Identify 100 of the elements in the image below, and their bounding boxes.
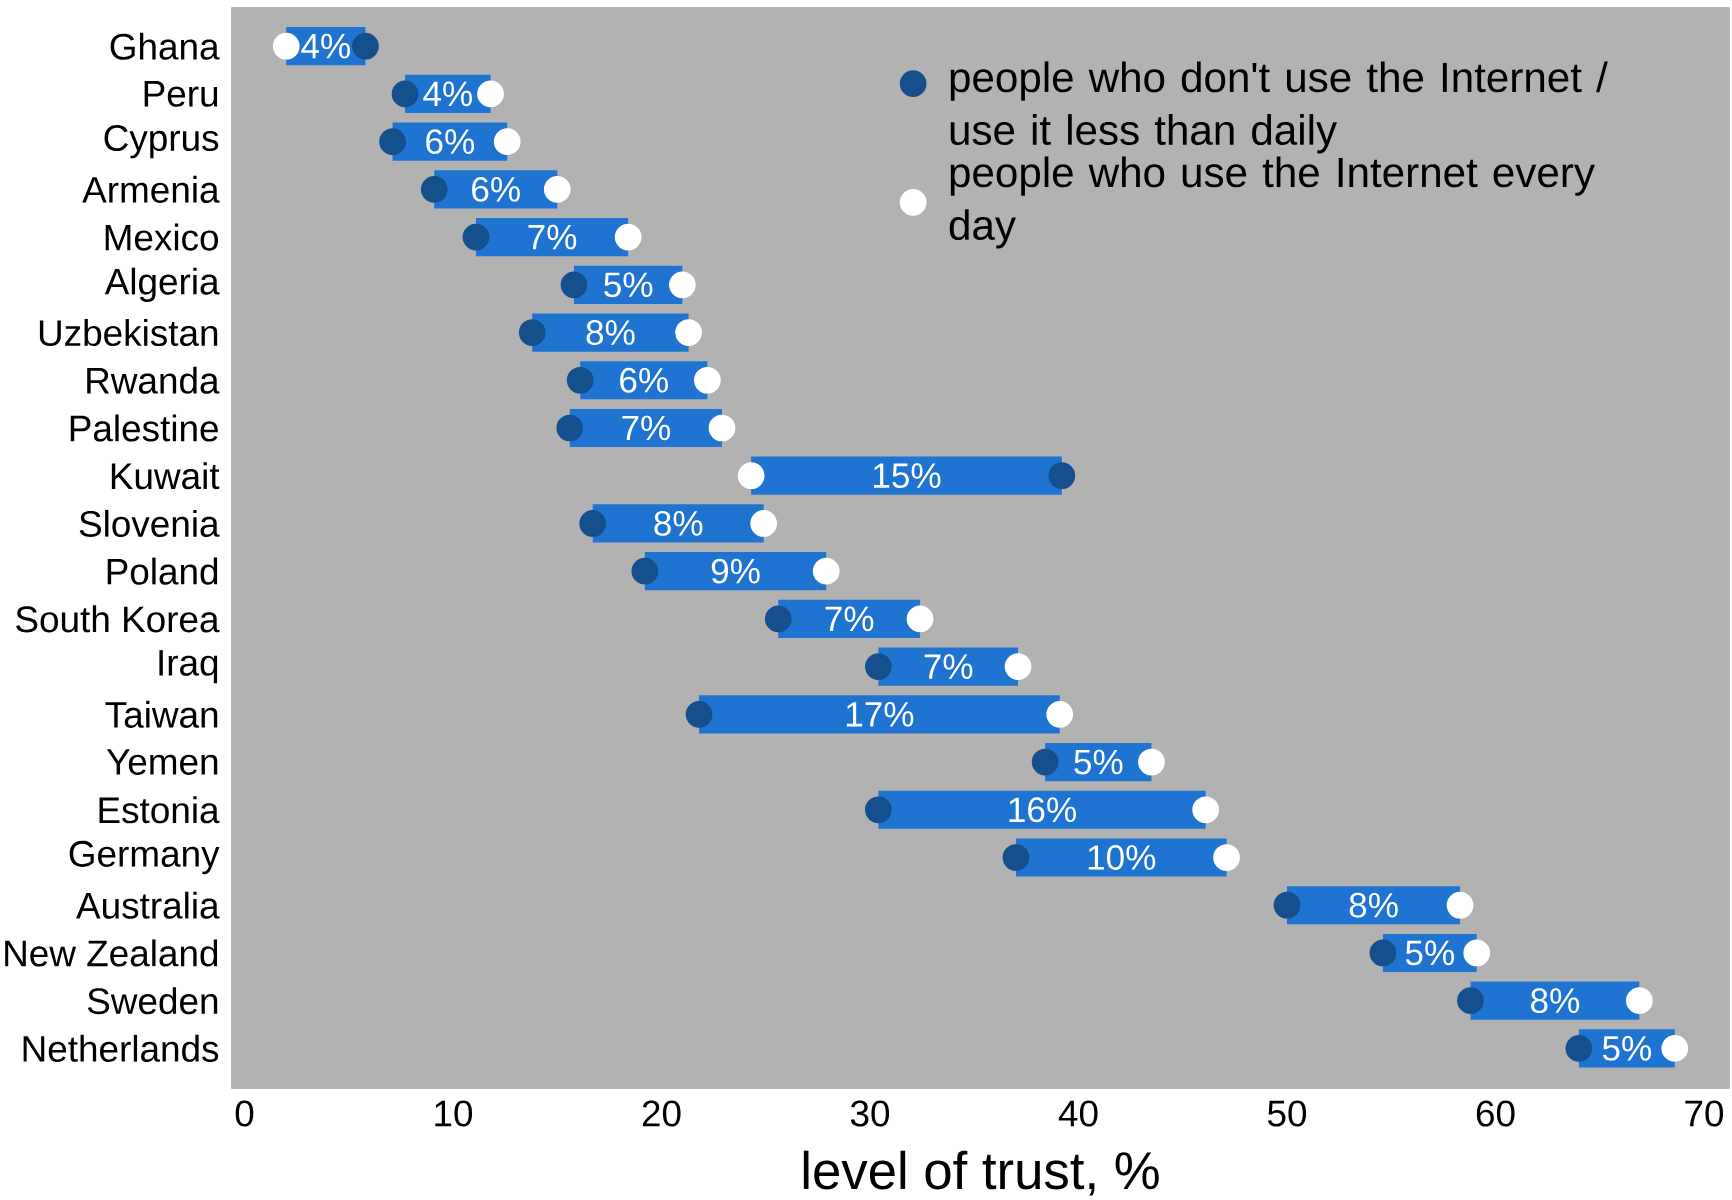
data-label: 15% [874,463,941,489]
data-label: 4% [423,81,472,107]
point [1463,939,1491,967]
x-tick-label: 30 [850,1100,890,1127]
point [675,319,702,346]
point [750,510,778,537]
point [1565,1035,1593,1062]
point [864,653,892,680]
data-label: 10% [1088,845,1156,870]
x-tick-label: 20 [642,1100,681,1127]
point [1273,891,1301,919]
y-tick-label: Mexico [105,223,219,251]
y-tick-label: New Zealand [5,939,218,967]
point [579,510,607,537]
y-tick-label: Uzbekistan [39,319,218,347]
point [1457,987,1484,1015]
data-label: 7% [924,654,973,679]
point [477,80,504,108]
point [1031,748,1059,776]
y-tick-label: Germany [69,840,220,875]
point [668,271,696,299]
x-axis-title: level of trust, % [803,1150,1159,1196]
data-label: 8% [1531,988,1580,1014]
point [614,223,642,251]
y-tick-label: Yemen [106,749,218,775]
point [906,605,934,633]
point [493,128,521,156]
y-tick-label: Netherlands [23,1034,219,1062]
data-label: 6% [472,176,520,202]
data-label: 6% [426,129,475,155]
y-tick-label: Australia [76,891,220,919]
bar [878,790,1206,829]
data-label: 7% [825,606,874,632]
y-tick-label: Algeria [104,267,220,303]
point [864,796,892,824]
x-tick-label: 70 [1685,1100,1724,1127]
point [708,414,736,442]
data-label: 8% [1349,892,1398,918]
point [1048,462,1076,490]
y-tick-label: Iraq [159,650,218,684]
data-label: 5% [1602,1036,1652,1061]
y-tick-label: Peru [144,81,218,107]
x-tick-label: 40 [1058,1100,1098,1127]
point [420,176,448,203]
y-tick-label: Estonia [99,796,220,824]
point [737,462,765,490]
point [812,557,840,585]
data-label: 4% [301,33,351,59]
data-label: 9% [711,558,760,584]
point [543,176,571,203]
bar [751,456,1062,495]
data-label: 16% [1009,797,1076,823]
point [1626,987,1653,1015]
data-label: 17% [846,702,914,727]
point [462,223,490,251]
data-label: 7% [622,415,671,441]
point [556,414,584,442]
x-tick-label: 10 [435,1100,473,1127]
point [352,32,379,60]
point [272,32,300,60]
point [560,271,588,299]
y-tick-label: Poland [107,557,218,585]
point [685,700,713,728]
point [1046,700,1074,728]
x-tick-label: 0 [235,1100,254,1127]
data-label: 5% [604,272,653,298]
data-label: 5% [1405,940,1455,966]
y-tick-label: Palestine [70,414,218,442]
point [1192,796,1220,824]
x-tick-label: 60 [1476,1100,1515,1127]
point [566,366,594,394]
y-tick-label: Cyprus [104,124,219,159]
y-tick-label: Slovenia [79,509,220,538]
point [1138,748,1165,776]
bar [699,695,1060,734]
point [1369,939,1397,967]
data-label: 8% [586,320,635,345]
data-label: 8% [654,511,703,536]
data-label: 7% [528,224,577,250]
point [379,128,406,156]
y-tick-label: Kuwait [111,462,220,490]
y-tick-label: Rwanda [87,366,220,394]
data-label: 6% [620,367,668,393]
point [391,80,419,108]
point [631,557,659,585]
point [764,605,792,633]
y-tick-label: Armenia [82,175,220,203]
data-label: 5% [1074,749,1123,775]
point [1213,844,1240,871]
y-tick-label: Sweden [87,987,218,1015]
point [694,366,721,394]
y-tick-label: South Korea [16,605,220,633]
point [518,319,546,346]
point [1446,891,1474,919]
legend-label: people who use the Internet every day [949,156,1595,249]
y-tick-label: Ghana [110,32,220,60]
x-tick-label: 50 [1267,1100,1307,1127]
point [1004,653,1032,680]
point [1002,844,1030,871]
point [1661,1035,1689,1062]
